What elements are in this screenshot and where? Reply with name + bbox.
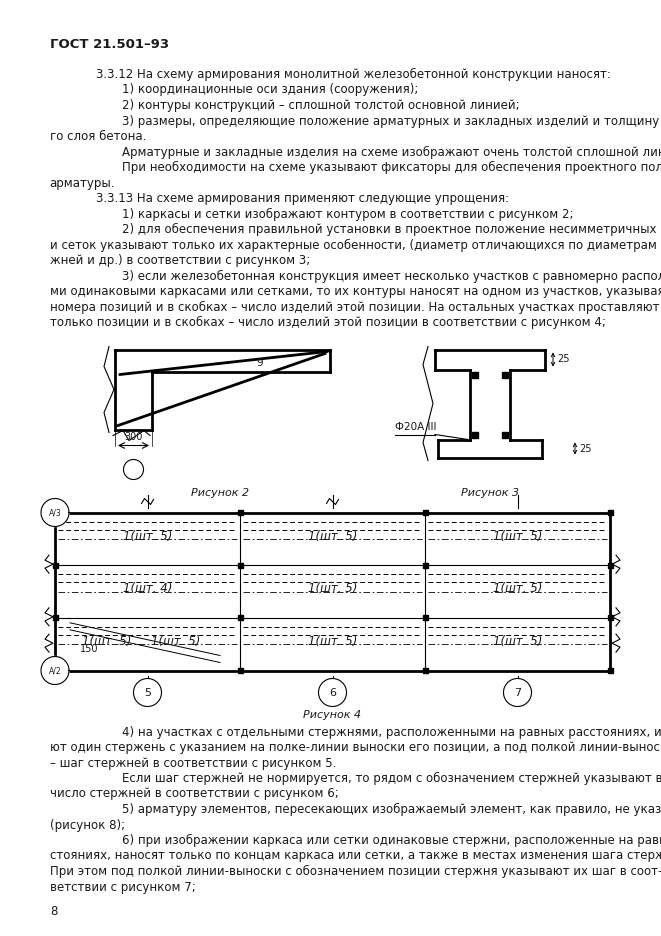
Bar [472,372,478,377]
Text: 25: 25 [557,355,570,364]
Text: А/3: А/3 [49,508,61,517]
Text: (рисунок 8);: (рисунок 8); [50,818,125,831]
Bar [52,615,58,621]
Text: жней и др.) в соответствии с рисунком 3;: жней и др.) в соответствии с рисунком 3; [50,254,310,267]
Text: арматуры.: арматуры. [50,177,115,189]
Bar [502,372,508,377]
Text: 2) для обеспечения правильной установки в проектное положение несимметричных кар: 2) для обеспечения правильной установки … [122,223,661,236]
Bar [237,615,243,621]
Text: 8: 8 [50,905,58,918]
Text: 1(шт. 5): 1(шт. 5) [493,635,542,648]
Text: 2) контуры конструкций – сплошной толстой основной линией;: 2) контуры конструкций – сплошной толсто… [122,99,520,112]
Text: и сеток указывают только их характерные особенности, (диаметр отличающихся по ди: и сеток указывают только их характерные … [50,239,661,252]
Text: 3.3.12 На схему армирования монолитной железобетонной конструкции наносят:: 3.3.12 На схему армирования монолитной ж… [96,68,611,81]
Text: 7: 7 [514,688,521,697]
Text: 3) размеры, определяющие положение арматурных и закладных изделий и толщину защи: 3) размеры, определяющие положение армат… [122,114,661,127]
Text: 1(шт. 5): 1(шт. 5) [308,635,357,648]
Text: 1(шт. 4): 1(шт. 4) [123,582,172,595]
Text: 25: 25 [579,444,592,454]
Bar [422,615,428,621]
Text: 1(шт. 5): 1(шт. 5) [123,530,172,543]
Text: – шаг стержней в соответствии с рисунком 5.: – шаг стержней в соответствии с рисунком… [50,756,336,769]
Text: Рисунок 2: Рисунок 2 [191,489,249,499]
Text: только позиции и в скобках – число изделий этой позиции в соответствии с рисунко: только позиции и в скобках – число издел… [50,316,605,329]
Bar [607,615,613,621]
Text: 4) на участках с отдельными стержнями, расположенными на равных расстояниях, изо: 4) на участках с отдельными стержнями, р… [122,725,661,739]
Bar [502,431,508,437]
Text: Ф20А III: Ф20А III [395,422,436,432]
Text: 1(шт. 5): 1(шт. 5) [308,582,357,595]
Text: 1(шт. 5): 1(шт. 5) [493,582,542,595]
Bar [607,668,613,673]
Bar [472,431,478,437]
Bar [237,510,243,515]
Polygon shape [134,679,161,707]
Polygon shape [41,499,69,526]
Bar [237,668,243,673]
Bar [607,510,613,515]
Text: Рисунок 4: Рисунок 4 [303,710,362,721]
Bar [607,563,613,567]
Text: номера позиций и в скобках – число изделий этой позиции. На остальных участках п: номера позиций и в скобках – число издел… [50,300,659,314]
Bar [52,510,58,515]
Text: 5) арматуру элементов, пересекающих изображаемый элемент, как правило, не указыв: 5) арматуру элементов, пересекающих изоб… [122,803,661,816]
Bar [422,563,428,567]
Text: 1) каркасы и сетки изображают контуром в соответствии с рисунком 2;: 1) каркасы и сетки изображают контуром в… [122,208,574,221]
Text: 1(шт. 5): 1(шт. 5) [151,635,200,648]
Text: А/2: А/2 [49,666,61,675]
Text: 1) координационные оси здания (сооружения);: 1) координационные оси здания (сооружени… [122,83,418,96]
Text: Если шаг стержней не нормируется, то рядом с обозначением стержней указывают в с: Если шаг стержней не нормируется, то ряд… [122,772,661,785]
Text: 6) при изображении каркаса или сетки одинаковые стержни, расположенные на равных: 6) при изображении каркаса или сетки оди… [122,834,661,847]
Text: стояниях, наносят только по концам каркаса или сетки, а также в местах изменения: стояниях, наносят только по концам карка… [50,850,661,862]
Text: 3.3.13 На схеме армирования применяют следующие упрощения:: 3.3.13 На схеме армирования применяют сл… [96,192,509,205]
Text: 1(шт. 5): 1(шт. 5) [493,530,542,543]
Text: ветствии с рисунком 7;: ветствии с рисунком 7; [50,881,195,894]
Text: ГОСТ 21.501–93: ГОСТ 21.501–93 [50,38,169,51]
Text: 1(шт. 5): 1(шт. 5) [308,530,357,543]
Text: число стержней в соответствии с рисунком 6;: число стержней в соответствии с рисунком… [50,787,338,800]
Text: го слоя бетона.: го слоя бетона. [50,130,146,143]
Bar [52,668,58,673]
Text: ют один стержень с указанием на полке-линии выноски его позиции, а под полкой ли: ют один стержень с указанием на полке-ли… [50,741,661,754]
Text: 6: 6 [329,688,336,697]
Bar [422,510,428,515]
Polygon shape [504,679,531,707]
Bar [52,563,58,567]
Text: ми одинаковыми каркасами или сетками, то их контуры наносят на одном из участков: ми одинаковыми каркасами или сетками, то… [50,285,661,298]
Bar [237,563,243,567]
Text: 300: 300 [124,431,143,442]
Text: Рисунок 3: Рисунок 3 [461,489,519,499]
Text: 150: 150 [80,644,98,654]
Text: При этом под полкой линии-выноски с обозначением позиции стержня указывают их ша: При этом под полкой линии-выноски с обоз… [50,865,661,878]
Bar [422,668,428,673]
Text: Арматурные и закладные изделия на схеме изображают очень толстой сплошной линией: Арматурные и закладные изделия на схеме … [122,145,661,158]
Text: При необходимости на схеме указывают фиксаторы для обеспечения проектного положе: При необходимости на схеме указывают фик… [122,161,661,174]
Polygon shape [319,679,346,707]
Text: 9: 9 [256,358,263,369]
Text: 3) если железобетонная конструкция имеет несколько участков с равномерно располо: 3) если железобетонная конструкция имеет… [122,270,661,283]
Polygon shape [41,656,69,684]
Text: 1(шт. 5): 1(шт. 5) [82,635,132,648]
Text: 5: 5 [144,688,151,697]
